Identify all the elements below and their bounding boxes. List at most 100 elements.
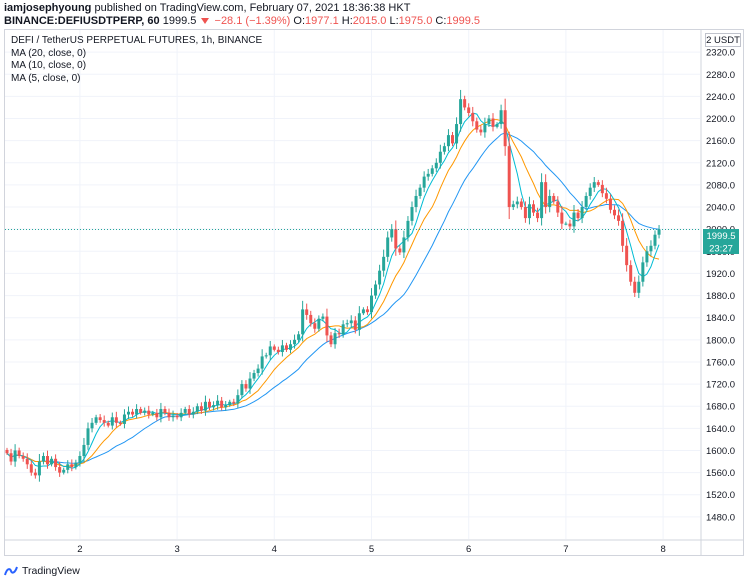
candle (240, 380, 244, 399)
candle (212, 401, 216, 411)
candle (289, 340, 292, 354)
candle (284, 342, 288, 352)
candle-body (641, 262, 645, 282)
candle-body (382, 256, 386, 271)
candle (309, 310, 313, 327)
chart-pane[interactable] (4, 29, 744, 556)
candle-body (46, 456, 49, 465)
candles (5, 89, 661, 482)
candle (410, 201, 414, 226)
candle-body (442, 146, 446, 152)
candle (155, 408, 159, 421)
candle (33, 468, 37, 479)
candle-body (471, 112, 475, 122)
candle (131, 408, 135, 417)
candle (540, 173, 544, 226)
candle (37, 453, 41, 482)
candle-body (374, 284, 378, 296)
publisher-name[interactable]: iamjosephyoung (4, 2, 92, 14)
tradingview-logo-icon (4, 566, 18, 576)
open-value: 1977.1 (305, 15, 339, 27)
candle-body (280, 345, 284, 352)
candle-body (596, 182, 600, 185)
candle-body (268, 346, 272, 356)
candle (280, 339, 284, 357)
candle (329, 331, 333, 348)
candle (325, 308, 329, 343)
candle (604, 187, 608, 204)
ma20-line (6, 132, 660, 464)
candle (572, 205, 576, 233)
footer-brand[interactable]: TradingView (4, 563, 80, 579)
footer-brand-text: TradingView (22, 565, 80, 577)
candle (495, 122, 499, 129)
candle (560, 205, 564, 230)
candle (58, 461, 62, 477)
candle (649, 240, 653, 256)
candle-body (143, 410, 147, 413)
candle (147, 405, 151, 419)
candle (98, 414, 102, 423)
candle-body (183, 408, 187, 413)
candle (374, 280, 378, 299)
candle-body (629, 265, 633, 282)
price-tick-label: 1520.0 (706, 490, 735, 501)
candle-body (86, 428, 90, 445)
candle-body (70, 464, 74, 468)
candle (596, 179, 600, 187)
candle (600, 180, 604, 198)
candle (208, 398, 211, 410)
candle-body (289, 344, 292, 350)
candle-body (463, 99, 467, 108)
candle (653, 230, 657, 250)
candle-body (256, 368, 260, 374)
time-tick-label: 5 (369, 544, 374, 555)
candle-body (467, 107, 471, 113)
candle (25, 453, 29, 469)
candle-body (9, 453, 13, 462)
candle (414, 189, 418, 213)
low-value: 1975.0 (398, 15, 433, 27)
candle (378, 264, 382, 290)
countdown-tag-bg (703, 242, 739, 254)
candle (467, 103, 471, 117)
candle (114, 411, 118, 428)
price-tick-label: 2160.0 (706, 136, 735, 147)
price-tick-label: 1880.0 (706, 291, 735, 302)
candle-body (212, 405, 216, 408)
legend-ma10[interactable]: MA (10, close, 0) (11, 60, 87, 71)
candle (74, 459, 78, 470)
candle (333, 327, 337, 349)
candle (442, 142, 446, 155)
candle (426, 168, 430, 181)
candle-body (171, 415, 175, 418)
candle (398, 245, 402, 256)
candle-body (29, 464, 33, 473)
candle-body (127, 411, 130, 415)
symbol-label: BINANCE:DEFIUSDTPERP, 60 (4, 15, 160, 27)
candle-body (349, 320, 353, 324)
candle-body (329, 335, 333, 345)
legend-ma5[interactable]: MA (5, close, 0) (11, 72, 81, 84)
candle (66, 460, 70, 474)
candle-body (260, 356, 264, 369)
candle-body (483, 124, 487, 133)
price-tick-label: 2120.0 (706, 158, 735, 169)
candle-body (357, 313, 361, 330)
countdown-tag-text: 23:27 (709, 244, 733, 255)
candle (386, 231, 390, 262)
currency-unit-button[interactable]: 2 USDT (705, 33, 741, 47)
candle-body (131, 411, 135, 415)
candle (139, 406, 143, 415)
candle (451, 132, 454, 146)
candle (471, 106, 475, 127)
candle-body (208, 401, 211, 408)
candle (592, 177, 596, 192)
candle-body (378, 270, 382, 285)
candle-body (74, 462, 78, 468)
candle-body (276, 349, 280, 352)
candle-body (135, 408, 139, 415)
legend-ma20[interactable]: MA (20, close, 0) (11, 47, 87, 59)
candle-body (532, 204, 535, 213)
